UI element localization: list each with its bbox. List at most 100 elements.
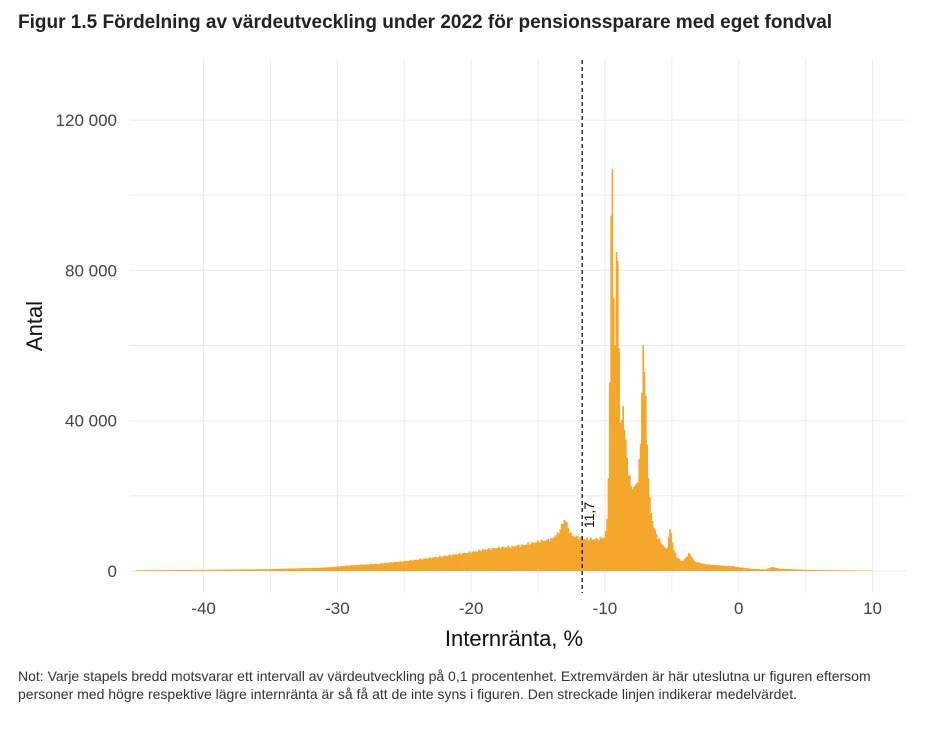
histogram-bar [840,570,843,571]
histogram-bar [674,552,677,571]
histogram-bar [667,537,670,571]
histogram-bar [390,562,393,571]
histogram-bar [174,569,176,571]
histogram-bar [139,570,142,571]
histogram-bar [307,567,310,571]
histogram-bar [159,570,162,571]
histogram-bar [230,569,232,571]
histogram-bar [451,555,453,571]
histogram-bar [460,554,463,571]
histogram-bar [155,570,158,571]
histogram-bar [559,529,562,571]
histogram-bar [435,557,437,571]
histogram-bar [222,569,224,571]
histogram-bar [277,568,279,571]
histogram-bar [594,539,596,571]
y-tick-labels: 0 40 000 80 000 120 000 [56,111,117,581]
histogram-bar [322,567,325,571]
histogram-bar [472,551,475,571]
histogram-bar [781,568,784,571]
histogram-bar [274,569,277,571]
histogram-bar [813,570,816,571]
histogram-bar [146,570,148,571]
histogram-bar [790,569,793,571]
histogram-bar [354,565,357,571]
histogram-bar [373,563,376,571]
histogram-bar [350,565,353,571]
histogram-bar [352,565,354,571]
histogram-bar [552,537,555,571]
histogram-bar [291,568,294,571]
histogram-bar [808,569,810,571]
histogram-bar [825,570,828,571]
histogram-bar [321,567,323,571]
histogram-bar [720,565,722,571]
histogram-bar [207,569,210,571]
histogram-bar [562,523,564,571]
histogram-bar [681,561,683,571]
histogram-bar [551,537,554,571]
histogram-bar [398,561,401,571]
histogram-bar [637,482,639,571]
histogram-bar [639,443,642,571]
histogram-bar [437,557,440,571]
histogram-bar [653,527,655,571]
histogram-bar [325,567,327,571]
histogram-bar [346,565,349,571]
histogram-bar [600,538,603,571]
histogram-bar [303,568,306,571]
histogram-bar [819,570,821,571]
histogram-bar [811,569,813,571]
histogram-bar [812,569,814,571]
histogram-bar [568,532,571,571]
histogram-bar [847,570,849,571]
histogram-bar [701,563,703,571]
histogram-bar [154,570,156,571]
histogram-bar [794,569,797,571]
histogram-bar [488,548,491,571]
histogram-bar [726,565,729,571]
histogram-bar [464,552,467,571]
histogram-bar [211,569,214,571]
histogram-bar [496,548,499,571]
histogram-bar [582,539,584,571]
histogram-bar [309,568,311,571]
histogram-bar [756,568,758,571]
histogram-bar [661,544,663,571]
histogram-bar [269,569,271,571]
x-tick-label: 10 [863,599,882,618]
histogram-bar [192,569,195,571]
histogram-bar [374,563,377,571]
histogram-bar [555,535,558,571]
histogram-bar [741,567,744,571]
histogram-bar [505,547,508,571]
histogram-bar [290,568,293,571]
histogram-bar [148,570,151,571]
histogram-bar [380,563,382,571]
histogram-bar [178,570,180,571]
histogram-bar [265,569,267,571]
histogram-bar [693,560,695,571]
histogram-bar [298,568,301,571]
histogram-bar [823,570,825,571]
histogram-bar [844,570,847,571]
histogram-bar [534,542,536,571]
histogram-bar [410,560,413,571]
histogram-bar [483,549,485,571]
histogram-bar [481,549,484,571]
histogram-bar [528,544,531,571]
histogram-bar [251,569,254,571]
histogram-bar [372,564,374,571]
histogram-bar [752,568,754,571]
histogram-bar [645,395,647,571]
histogram-bar [342,566,345,571]
histogram-bar [511,545,513,571]
histogram-bar [495,548,497,571]
histogram-bar [440,557,443,571]
histogram-bar [428,557,430,571]
histogram-bar [717,564,719,571]
histogram-bar [487,548,489,571]
histogram-bar [571,535,574,571]
histogram-bar [584,539,587,571]
histogram-bar [421,559,424,571]
